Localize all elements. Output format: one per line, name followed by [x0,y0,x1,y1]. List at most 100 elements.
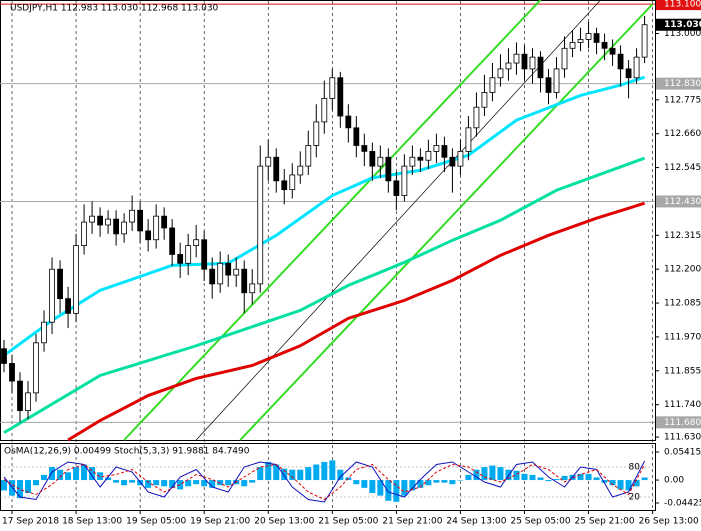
osma-bar [505,469,512,481]
osma-bar [393,480,400,502]
level-label: 111.680 [664,418,701,428]
candle-body [305,145,312,167]
x-tick-label: 26 Sep 13:00 [639,517,699,527]
osma-bar [65,472,72,481]
osma-bar [129,480,136,483]
level-label: 112.430 [664,197,701,207]
y-tick-label: 111.855 [664,366,701,376]
candle-body [553,68,560,93]
x-tick-label: 20 Sep 13:00 [254,517,314,527]
candle-body [393,180,400,196]
osma-bar [49,467,56,481]
osma-bar [89,467,96,481]
candle-body [401,165,408,196]
chart-title: USDJPY,H1 112.983 113.030 112.968 113.03… [10,4,219,14]
y-tick-label: -0.04425 [664,498,701,508]
osma-bar [257,467,264,481]
candle-body [353,127,360,146]
osma-bar [617,480,624,490]
candle-body [153,215,160,241]
x-tick-label: 17 Sep 2018 [2,517,59,527]
candle-body [41,321,47,344]
y-tick-label: 113.000 [664,29,701,39]
osma-bar [449,480,456,485]
moving-average [3,156,646,434]
candle-body [121,221,128,235]
candle-body [201,239,208,270]
moving-average [3,75,646,357]
x-tick-label: 24 Sep 13:00 [446,517,506,527]
osma-bar [57,469,64,481]
osma-bar [33,480,40,486]
trend-line [123,0,542,441]
osma-bar [161,480,168,487]
candle-body [113,218,120,235]
candle-body [297,165,304,176]
y-tick-label: 111.740 [664,400,701,410]
candle-body [105,218,111,226]
candle-body [417,156,424,161]
osma-bar [385,480,392,501]
x-tick-label: 21 Sep 05:00 [318,517,378,527]
osma-bar [41,474,48,481]
osma-bar [185,480,192,487]
stochastic-line [3,463,646,501]
osma-bar [545,480,552,482]
oscillator-frame [0,443,656,511]
osma-bar [169,480,176,488]
candle-body [17,380,23,411]
trend-line [239,3,654,441]
candle-body [441,145,448,158]
candle-body [289,174,296,191]
osma-bar [433,480,440,483]
candle-body [65,298,71,314]
level-label: 112.830 [664,79,701,89]
candle-body [185,245,192,264]
osma-bar [201,480,208,487]
x-tick-label: 19 Sep 21:00 [190,517,250,527]
moving-average [67,201,646,442]
candle-body [337,77,344,117]
osma-bar [209,480,216,488]
osma-bar [377,480,384,496]
osma-bar [465,474,472,481]
y-tick-label: 0.00 [664,476,684,486]
candle-body [73,245,79,314]
candle-body [329,77,336,99]
osma-bar [425,480,432,486]
osma-bar [585,473,592,481]
candle-body [169,227,176,255]
candle-body [369,150,376,167]
osma-bar [249,480,256,483]
candle-body [449,156,456,167]
current-price-label: 113.030 [664,20,701,30]
candle-body [593,33,600,43]
stochastic-line [3,460,646,503]
osma-bar [73,467,80,481]
candle-body [537,56,544,79]
osma-bar [513,470,520,481]
candle-body [241,268,248,294]
candle-body [249,283,256,294]
candle-body [609,47,616,55]
osma-bar [441,480,448,483]
osma-bar [337,469,344,481]
osma-bar [105,477,112,481]
candle-body [577,39,584,43]
candle-body [33,342,39,394]
candle-body [281,180,288,191]
candle-body [377,156,384,167]
trend-line [195,0,601,441]
level-box [656,77,701,90]
osma-bar [609,480,616,486]
osma-bar [601,480,608,483]
candle-body [81,221,87,247]
x-tick-label: 25 Sep 05:00 [510,517,570,527]
candle-body [529,56,536,70]
y-tick-label: 112.315 [664,231,701,241]
oscillator-title: OsMA(12,26,9) 0.00499 Stoch(5,3,3) 91.98… [4,447,250,457]
candle-body [89,215,95,223]
candle-body [137,209,144,232]
candle-body [25,392,31,411]
